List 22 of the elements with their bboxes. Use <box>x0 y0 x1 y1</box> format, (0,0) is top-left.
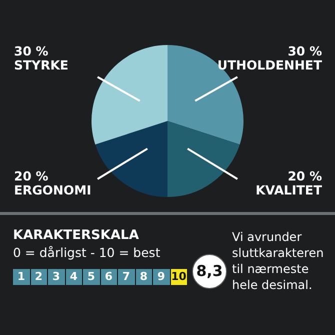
text: 3 <box>48 269 64 285</box>
text: 10 <box>170 269 187 285</box>
text: 7 <box>118 269 134 285</box>
text: 1 <box>13 269 30 285</box>
slice-label: ERGONOMI <box>14 182 92 198</box>
text: 6 <box>100 269 117 285</box>
data-label: 20 % <box>14 168 49 184</box>
text: 8,3 <box>192 254 227 289</box>
text: 9 <box>153 269 170 285</box>
data-label: 30 % <box>14 44 49 58</box>
text: 8 <box>136 269 152 285</box>
text: 0 = dårligst - 10 = best <box>13 245 162 260</box>
slice-label: KVALITET <box>256 182 322 198</box>
data-label: 20 % <box>288 168 322 184</box>
slice-label: STYRKE <box>14 58 68 72</box>
text: 2 <box>30 269 47 285</box>
text: KARAKTERSKALA <box>13 228 140 243</box>
text: 5 <box>83 269 100 285</box>
data-label: 30 % <box>288 44 322 58</box>
text: 4 <box>66 269 82 285</box>
text: Vi avrunder sluttkarakteren til nærmeste hele desimal. <box>232 229 325 293</box>
slice-label: UTHOLDENHET <box>217 58 322 72</box>
